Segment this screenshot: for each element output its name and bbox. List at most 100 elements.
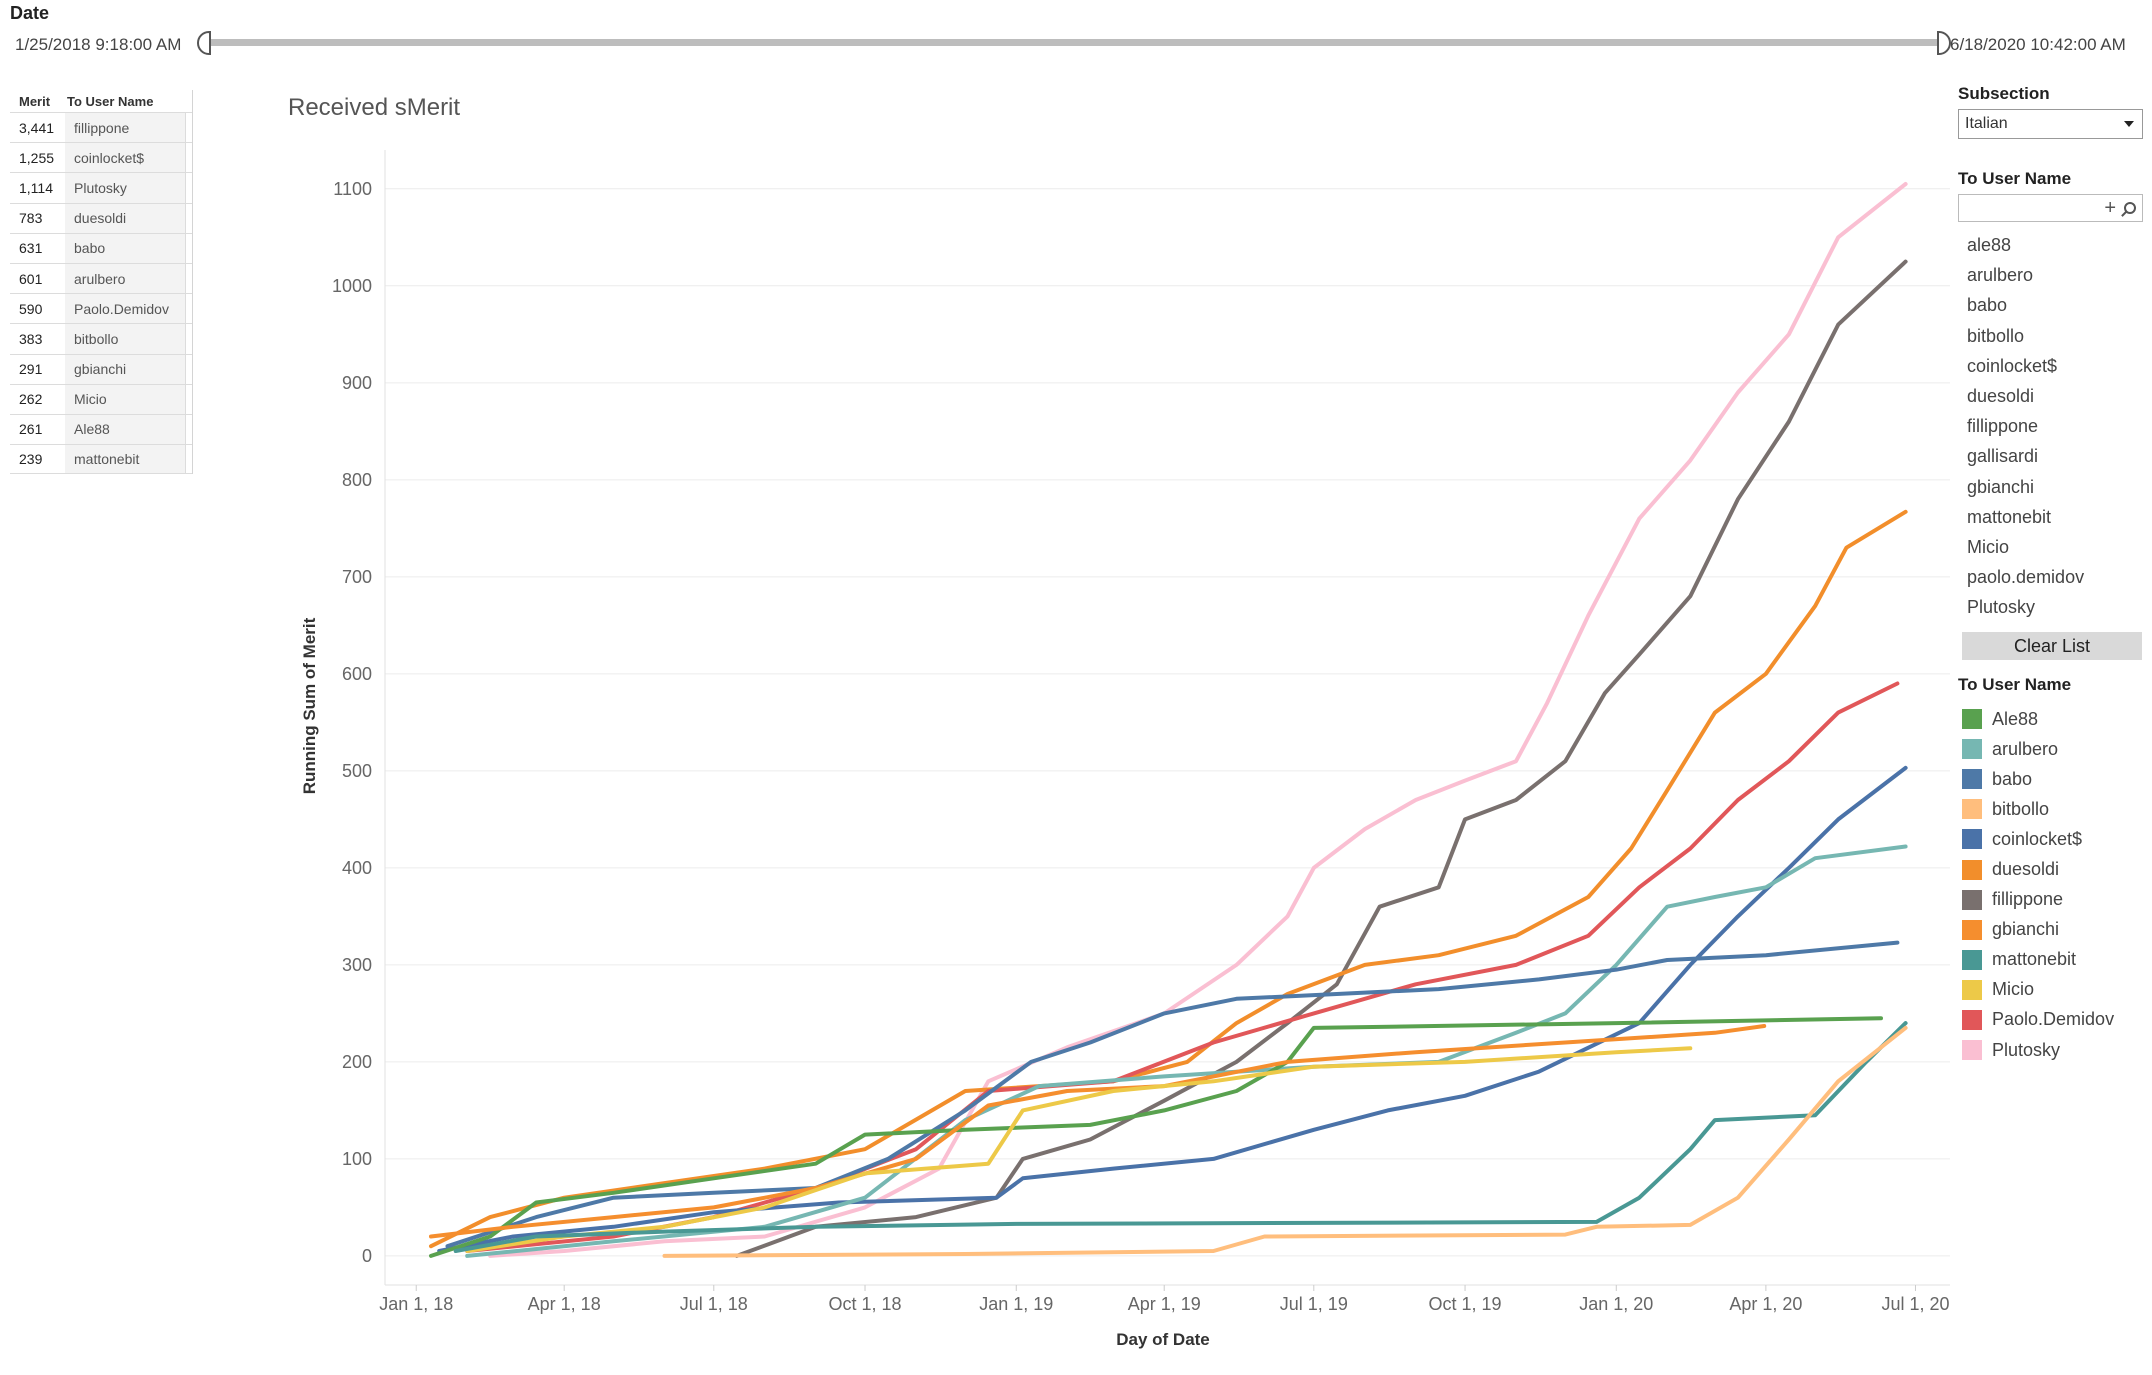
legend-item[interactable]: Micio (1962, 975, 2114, 1005)
user-column-header[interactable]: To User Name (67, 93, 154, 109)
date-range-start: 1/25/2018 9:18:00 AM (15, 35, 182, 54)
user-search-input[interactable]: + (1958, 194, 2143, 222)
user-filter-item[interactable]: paolo.demidov (1967, 567, 2085, 588)
merit-value: 239 (19, 451, 43, 468)
legend-label: Plutosky (1992, 1039, 2061, 1060)
user-filter-item[interactable]: gbianchi (1967, 476, 2035, 497)
x-tick-label: Jul 1, 20 (1881, 1294, 1949, 1314)
table-row[interactable]: 1,255 coinlocket$ (10, 142, 192, 173)
table-row[interactable]: 383 bitbollo (10, 323, 192, 354)
legend-item[interactable]: babo (1962, 764, 2114, 794)
series-line-plutosky[interactable] (488, 182, 1908, 1258)
x-tick-label: Apr 1, 20 (1729, 1294, 1802, 1314)
user-filter-item[interactable]: ale88 (1967, 235, 2012, 255)
legend-item[interactable]: bitbollo (1962, 794, 2114, 824)
user-filter-item[interactable]: fillippone (1967, 416, 2039, 437)
table-row[interactable]: 1,114 Plutosky (10, 172, 192, 203)
table-row[interactable]: 601 arulbero (10, 262, 192, 294)
legend-item[interactable]: Ale88 (1962, 704, 2114, 734)
user-filter-title: To User Name (1958, 169, 2072, 188)
legend-swatch (1962, 709, 1982, 730)
merit-value: 601 (19, 270, 43, 287)
series-line-ale88[interactable] (429, 1016, 1883, 1258)
clear-list-button[interactable]: Clear List (1962, 632, 2142, 660)
merit-table-header: Merit To User Name (10, 90, 192, 112)
legend-item[interactable]: gbianchi (1962, 915, 2114, 945)
legend-swatch (1962, 889, 1982, 910)
series-line-fillippone[interactable] (734, 259, 1908, 1258)
legend-item[interactable]: mattonebit (1962, 945, 2114, 975)
color-legend: Ale88 arulbero babo bitbollo coinlocket$ dues… (1962, 704, 2114, 1065)
table-row[interactable]: 262 Micio (10, 383, 192, 414)
series-line-mattonebit[interactable] (453, 1021, 1908, 1253)
y-tick-label: 400 (342, 858, 372, 878)
x-tick-label: Jan 1, 18 (379, 1294, 453, 1314)
series-line-paolo-demidov[interactable] (465, 681, 1900, 1253)
plus-icon[interactable]: + (2104, 197, 2116, 219)
date-range-slider[interactable] (203, 39, 1945, 46)
series-line-coinlocket-[interactable] (437, 765, 1908, 1253)
series-line-micio[interactable] (465, 1046, 1693, 1253)
user-filter-item[interactable]: bitbollo (1967, 325, 2025, 346)
legend-item[interactable]: Plutosky (1962, 1035, 2114, 1065)
user-filter-item[interactable]: gallisardi (1967, 446, 2039, 467)
chevron-down-icon (2124, 121, 2134, 127)
legend-swatch (1962, 859, 1982, 880)
x-tick-label: Jan 1, 20 (1579, 1294, 1653, 1314)
series-line-babo[interactable] (445, 940, 1900, 1249)
table-row[interactable]: 261 Ale88 (10, 413, 192, 445)
y-tick-label: 100 (342, 1149, 372, 1169)
date-slider-start-handle[interactable] (197, 31, 211, 55)
user-name: Plutosky (65, 173, 186, 203)
user-filter-item[interactable]: duesoldi (1967, 385, 2035, 406)
table-row[interactable]: 3,441 fillippone (10, 112, 192, 143)
merit-value: 261 (19, 421, 43, 438)
table-row[interactable]: 239 mattonebit (10, 444, 192, 475)
merit-value: 291 (19, 361, 43, 378)
series-line-bitbollo[interactable] (662, 1025, 1908, 1258)
x-tick-label: Jan 1, 19 (979, 1294, 1053, 1314)
x-axis-label: Day of Date (1116, 1330, 1210, 1349)
legend-item[interactable]: duesoldi (1962, 854, 2114, 884)
user-name: Micio (65, 384, 186, 414)
legend-swatch (1962, 799, 1982, 820)
gridlines (384, 150, 1950, 1286)
user-name: mattonebit (65, 445, 186, 474)
legend-item[interactable]: arulbero (1962, 734, 2114, 764)
y-tick-label: 1100 (333, 179, 372, 199)
legend-label: mattonebit (1992, 949, 2077, 970)
table-row[interactable]: 631 babo (10, 232, 192, 263)
x-tick-label: Oct 1, 19 (1429, 1294, 1502, 1314)
x-tick-label: Oct 1, 18 (828, 1294, 901, 1314)
user-name: fillippone (65, 113, 186, 143)
legend-swatch (1962, 1009, 1982, 1030)
subsection-dropdown[interactable]: Italian (1958, 109, 2143, 139)
table-row[interactable]: 783 duesoldi (10, 202, 192, 233)
user-filter-item[interactable]: babo (1967, 295, 2008, 316)
table-row[interactable]: 590 Paolo.Demidov (10, 293, 192, 324)
user-filter-item[interactable]: arulbero (1967, 265, 2034, 286)
merit-value: 590 (19, 300, 43, 317)
user-filter-item[interactable]: Plutosky (1967, 597, 2036, 618)
merit-value: 1,255 (19, 149, 55, 166)
user-name: arulbero (65, 263, 186, 294)
user-filter-item[interactable]: Micio (1967, 536, 2010, 557)
legend-item[interactable]: Paolo.Demidov (1962, 1005, 2114, 1035)
user-filter-item[interactable]: coinlocket$ (1967, 355, 2058, 376)
merit-column-header[interactable]: Merit (19, 93, 51, 109)
user-filter-list: ale88 arulbero babo bitbollo coinlocket$ dues… (1967, 230, 2084, 622)
user-name: babo (65, 233, 186, 263)
legend-item[interactable]: fillippone (1962, 885, 2114, 915)
y-tick-label: 600 (342, 664, 372, 684)
user-name: bitbollo (65, 324, 186, 354)
search-icon[interactable] (2124, 202, 2136, 214)
series-line-duesoldi[interactable] (429, 509, 1908, 1249)
merit-value: 262 (19, 391, 43, 408)
series-line-gbianchi[interactable] (429, 1024, 1767, 1239)
y-tick-label: 200 (342, 1052, 372, 1072)
user-filter-item[interactable]: mattonebit (1967, 506, 2052, 527)
legend-item[interactable]: coinlocket$ (1962, 824, 2114, 854)
y-tick-label: 0 (362, 1246, 372, 1266)
legend-title: To User Name (1958, 675, 2072, 694)
table-row[interactable]: 291 gbianchi (10, 353, 192, 384)
